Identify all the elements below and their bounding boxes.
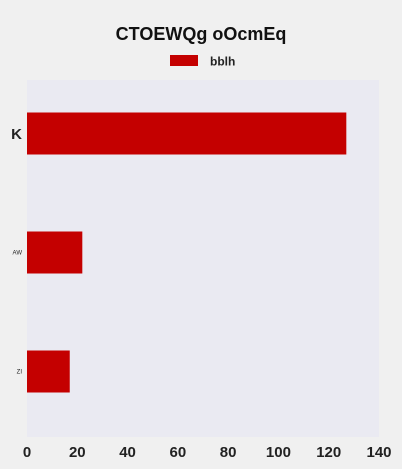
x-tick-labels: 0 20 40 60 80 100 120 140: [23, 444, 392, 461]
x-tick-label-60: 60: [170, 444, 187, 461]
x-tick-label-120: 120: [316, 444, 341, 461]
legend-label: bblh: [210, 55, 235, 69]
x-tick-label-100: 100: [266, 444, 291, 461]
x-tick-label-20: 20: [69, 444, 86, 461]
x-tick-label-140: 140: [366, 444, 391, 461]
x-tick-label-40: 40: [119, 444, 136, 461]
legend: bblh: [170, 55, 235, 69]
bar-aw: [27, 231, 83, 274]
category-label-zi: ZI: [17, 370, 23, 376]
bars-group: [27, 112, 347, 393]
category-labels: K AW ZI: [11, 126, 22, 376]
category-label-aw: AW: [13, 251, 23, 257]
category-label-k: K: [11, 126, 22, 143]
chart-title: CTOEWQg oOcmEq: [116, 24, 287, 44]
x-tick-label-0: 0: [23, 444, 31, 461]
bar-zi: [27, 350, 70, 393]
bar-k: [27, 112, 347, 155]
legend-swatch: [170, 55, 198, 66]
x-tick-label-80: 80: [220, 444, 237, 461]
